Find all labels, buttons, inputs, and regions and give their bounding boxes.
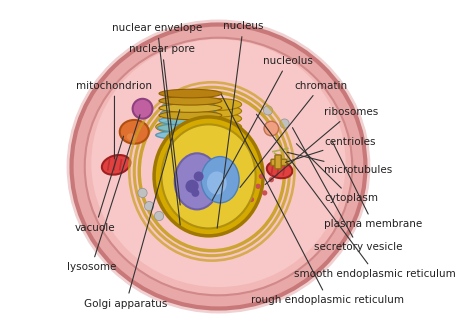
Text: centrioles: centrioles bbox=[285, 137, 376, 163]
Ellipse shape bbox=[159, 97, 222, 105]
FancyBboxPatch shape bbox=[275, 155, 281, 169]
Ellipse shape bbox=[85, 38, 352, 295]
Ellipse shape bbox=[156, 119, 242, 135]
Point bbox=[280, 173, 286, 177]
Ellipse shape bbox=[201, 157, 239, 203]
Circle shape bbox=[155, 211, 164, 221]
Circle shape bbox=[269, 177, 274, 182]
Point bbox=[118, 158, 124, 162]
Circle shape bbox=[145, 201, 154, 211]
Line: 2 pts: 2 pts bbox=[283, 165, 285, 175]
Ellipse shape bbox=[66, 20, 370, 313]
Point bbox=[268, 173, 274, 177]
Text: smooth endoplasmic reticulum: smooth endoplasmic reticulum bbox=[256, 114, 456, 279]
Circle shape bbox=[264, 106, 273, 115]
Text: lysosome: lysosome bbox=[67, 115, 140, 272]
Point bbox=[274, 173, 280, 177]
Text: vacuole: vacuole bbox=[75, 136, 124, 232]
Circle shape bbox=[191, 189, 200, 197]
Point bbox=[276, 163, 282, 167]
Ellipse shape bbox=[162, 125, 255, 228]
Point bbox=[117, 168, 123, 172]
Circle shape bbox=[185, 180, 199, 193]
Ellipse shape bbox=[157, 123, 220, 133]
Point bbox=[107, 158, 112, 162]
Line: 2 pts: 2 pts bbox=[271, 165, 273, 175]
Line: 2 pts: 2 pts bbox=[277, 165, 279, 175]
Circle shape bbox=[264, 121, 279, 136]
Ellipse shape bbox=[162, 102, 215, 111]
Text: nuclear pore: nuclear pore bbox=[129, 44, 195, 205]
Line: 2 pts: 2 pts bbox=[120, 160, 121, 170]
Circle shape bbox=[255, 184, 261, 189]
Point bbox=[113, 158, 118, 162]
Ellipse shape bbox=[175, 153, 219, 209]
Text: rough endoplasmic reticulum: rough endoplasmic reticulum bbox=[221, 95, 404, 305]
Ellipse shape bbox=[195, 99, 242, 110]
Text: nucleolus: nucleolus bbox=[212, 56, 313, 200]
FancyBboxPatch shape bbox=[271, 159, 287, 166]
Text: secretory vesicle: secretory vesicle bbox=[292, 128, 403, 252]
Circle shape bbox=[133, 99, 153, 119]
Text: microtubules: microtubules bbox=[287, 152, 392, 175]
Point bbox=[111, 168, 117, 172]
Ellipse shape bbox=[102, 155, 130, 175]
Point bbox=[282, 163, 288, 167]
Ellipse shape bbox=[267, 162, 292, 178]
Circle shape bbox=[280, 119, 289, 128]
Line: 2 pts: 2 pts bbox=[108, 160, 109, 170]
Ellipse shape bbox=[169, 111, 242, 126]
Text: nuclear envelope: nuclear envelope bbox=[112, 23, 202, 225]
Ellipse shape bbox=[72, 25, 365, 308]
Text: cytoplasm: cytoplasm bbox=[296, 144, 378, 203]
Line: 2 pts: 2 pts bbox=[114, 160, 116, 170]
Text: plasma membrane: plasma membrane bbox=[324, 141, 422, 229]
Text: chromatin: chromatin bbox=[240, 81, 347, 187]
Circle shape bbox=[138, 188, 147, 197]
Ellipse shape bbox=[127, 133, 135, 140]
Point bbox=[105, 168, 111, 172]
Ellipse shape bbox=[159, 111, 222, 120]
Ellipse shape bbox=[159, 116, 219, 125]
Ellipse shape bbox=[182, 105, 242, 118]
Ellipse shape bbox=[207, 171, 227, 194]
Circle shape bbox=[194, 171, 204, 181]
Ellipse shape bbox=[120, 120, 149, 144]
Circle shape bbox=[242, 187, 247, 192]
Text: nucleus: nucleus bbox=[217, 21, 264, 228]
Circle shape bbox=[262, 190, 267, 195]
Ellipse shape bbox=[91, 39, 346, 287]
Ellipse shape bbox=[159, 104, 222, 112]
Ellipse shape bbox=[154, 117, 263, 236]
Text: ribosomes: ribosomes bbox=[265, 107, 378, 184]
Circle shape bbox=[249, 197, 254, 202]
Text: mitochondrion: mitochondrion bbox=[76, 81, 153, 159]
Circle shape bbox=[259, 174, 264, 179]
Point bbox=[270, 163, 276, 167]
Ellipse shape bbox=[159, 89, 222, 98]
Ellipse shape bbox=[156, 131, 222, 140]
Text: Golgi apparatus: Golgi apparatus bbox=[84, 110, 180, 309]
Ellipse shape bbox=[161, 109, 217, 118]
